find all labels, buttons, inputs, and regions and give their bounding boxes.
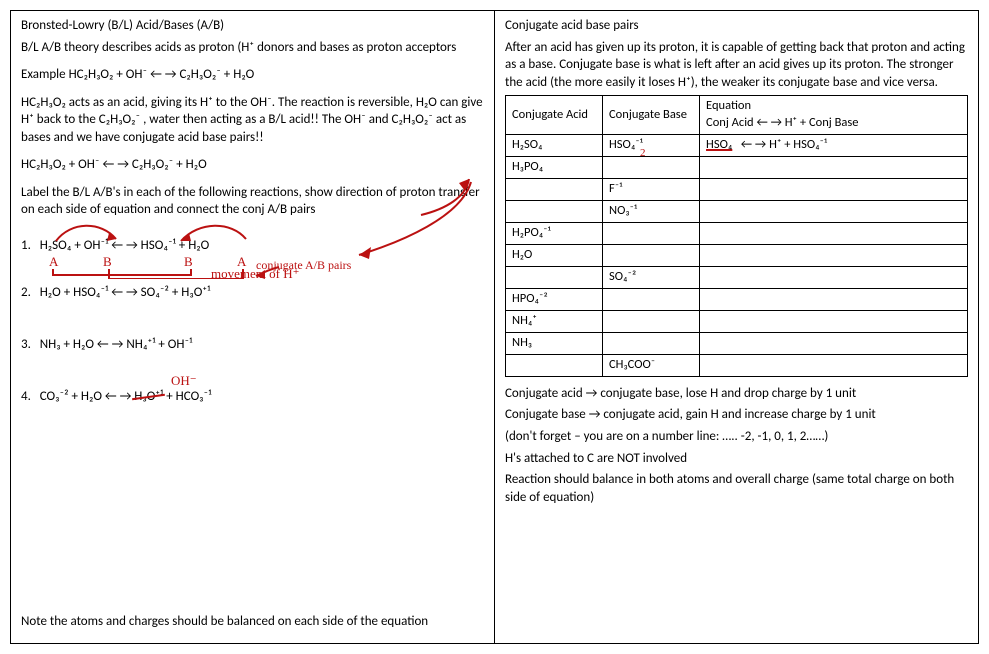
equation-item-4: 4. CO₃⁻² + H₂O ← → H₃O⁺¹ + HCO₃⁻¹ OH⁻ (21, 388, 484, 406)
equation-item-2: 2. H₂O + HSO₄⁻¹ ← → SO₄⁻² + H₃O⁺¹ (21, 284, 484, 302)
cell-acid (506, 178, 603, 200)
cell-acid (506, 354, 603, 376)
cell-base (603, 244, 700, 266)
table-body: H₂SO₄ HSO₄⁻¹ HSO₄ ← → H⁺ + HSO₄⁻¹ 2 H₃PO… (506, 134, 968, 376)
cell-acid: NH₃ (506, 332, 603, 354)
cell-eq (700, 354, 968, 376)
cell-base: SO₄⁻² (603, 266, 700, 288)
left-para2: HC₂H₃O₂ acts as an acid, giving its H⁺ t… (21, 94, 484, 147)
cell-base (603, 288, 700, 310)
cell-base: CH₃COO⁻ (603, 354, 700, 376)
conjugate-table: Conjugate Acid Conjugate Base Equation C… (505, 95, 968, 377)
cell-acid: H₂SO₄ (506, 134, 603, 156)
right-intro: After an acid has given up its proton, i… (505, 39, 968, 92)
label-A2: A (237, 253, 246, 271)
struck-h3o: H₃O⁺¹ (134, 389, 163, 404)
note-line: Conjugate acid → conjugate base, lose H … (505, 385, 968, 403)
th-equation: Equation Conj Acid ← → H⁺ + Conj Base (700, 96, 968, 135)
cell-eq (700, 156, 968, 178)
equation-item-1: 1. H₂SO₄ + OH⁻¹ ← → HSO₄⁻¹ + H₂O A B B A… (21, 237, 484, 255)
cell-base: NO₃⁻¹ (603, 200, 700, 222)
cell-eq (700, 178, 968, 200)
cell-eq (700, 332, 968, 354)
table-row: NH₃ (506, 332, 968, 354)
th-conj-base: Conjugate Base (603, 96, 700, 135)
cell-acid (506, 266, 603, 288)
cell-base: HSO₄⁻¹ (603, 134, 700, 156)
table-row: SO₄⁻² (506, 266, 968, 288)
table-row: H₂O (506, 244, 968, 266)
worksheet-page: Bronsted-Lowry (B/L) Acid/Bases (A/B) B/… (10, 10, 979, 644)
equation-item-3: 3. NH₃ + H₂O ← → NH₄⁺¹ + OH⁻¹ (21, 336, 484, 354)
cell-acid (506, 200, 603, 222)
label-conjpairs: conjugate A/B pairs (256, 259, 351, 272)
th-conj-acid: Conjugate Acid (506, 96, 603, 135)
eqtext: H₂SO₄ + OH⁻¹ ← → HSO₄⁻¹ + H₂O (40, 238, 210, 253)
cell-acid: H₂PO₄⁻¹ (506, 222, 603, 244)
example-eq: HC₂H₃O₂ + OH⁻ ← → C₂H₃O₂⁻ + H₂O (69, 67, 255, 82)
eqnum: 3. (21, 337, 31, 352)
right-heading: Conjugate acid base pairs (505, 17, 968, 35)
table-row: CH₃COO⁻ (506, 354, 968, 376)
hso4-underlined: HSO₄ (706, 137, 732, 152)
red-subscript-2: 2 (640, 146, 646, 161)
cell-eq (700, 266, 968, 288)
note-line: Reaction should balance in both atoms an… (505, 471, 968, 506)
example-prefix: Example (21, 67, 69, 82)
cell-eq (700, 222, 968, 244)
cell-base: F⁻¹ (603, 178, 700, 200)
label-B: B (103, 253, 112, 271)
table-row: NO₃⁻¹ (506, 200, 968, 222)
cell-base (603, 222, 700, 244)
cell-acid: H₂O (506, 244, 603, 266)
equation-list: 1. H₂SO₄ + OH⁻¹ ← → HSO₄⁻¹ + H₂O A B B A… (21, 237, 484, 405)
eqnum: 4. (21, 389, 31, 404)
label-B2: B (184, 253, 193, 271)
table-header-row: Conjugate Acid Conjugate Base Equation C… (506, 96, 968, 135)
cell-acid: HPO₄⁻² (506, 288, 603, 310)
table-row: HPO₄⁻² (506, 288, 968, 310)
cell-eq (700, 244, 968, 266)
eqnum: 1. (21, 238, 31, 253)
cell-base (603, 310, 700, 332)
eqnum: 2. (21, 285, 31, 300)
example-line: Example HC₂H₃O₂ + OH⁻ ← → C₂H₃O₂⁻ + H₂O (21, 66, 484, 84)
table-row: NH₄⁺ (506, 310, 968, 332)
note-line: H's attached to C are NOT involved (505, 450, 968, 468)
table-row: H₂PO₄⁻¹ (506, 222, 968, 244)
eqtext4: CO₃⁻² + H₂O ← → H₃O⁺¹ + HCO₃⁻¹ (40, 389, 212, 404)
th-eq-template: Conj Acid ← → H⁺ + Conj Base (706, 115, 858, 130)
eqtext: NH₃ + H₂O ← → NH₄⁺¹ + OH⁻¹ (40, 337, 193, 352)
left-intro: B/L A/B theory describes acids as proton… (21, 39, 484, 57)
cell-eq (700, 288, 968, 310)
eqtext: H₂O + HSO₄⁻¹ ← → SO₄⁻² + H₃O⁺¹ (40, 285, 211, 300)
table-row: H₃PO₄ (506, 156, 968, 178)
left-heading: Bronsted-Lowry (B/L) Acid/Bases (A/B) (21, 17, 484, 35)
left-footer: Note the atoms and charges should be bal… (21, 613, 484, 631)
cell-eq: HSO₄ ← → H⁺ + HSO₄⁻¹ 2 (700, 134, 968, 156)
cell-eq (700, 310, 968, 332)
left-eq2: HC₂H₃O₂ + OH⁻ ← → C₂H₃O₂⁻ + H₂O (21, 156, 484, 174)
cell-base (603, 332, 700, 354)
cell-acid: NH₄⁺ (506, 310, 603, 332)
left-instructions: Label the B/L A/B's in each of the follo… (21, 184, 484, 219)
left-column: Bronsted-Lowry (B/L) Acid/Bases (A/B) B/… (11, 11, 495, 643)
hand-oh: OH⁻ (171, 372, 197, 390)
note-line: Conjugate base → conjugate acid, gain H … (505, 406, 968, 424)
right-column: Conjugate acid base pairs After an acid … (495, 11, 978, 643)
table-row: H₂SO₄ HSO₄⁻¹ HSO₄ ← → H⁺ + HSO₄⁻¹ 2 (506, 134, 968, 156)
th-eq-label: Equation (706, 98, 751, 113)
table-row: F⁻¹ (506, 178, 968, 200)
label-A: A (49, 253, 58, 271)
cell-acid: H₃PO₄ (506, 156, 603, 178)
cell-base (603, 156, 700, 178)
cell-eq (700, 200, 968, 222)
note-line: (don't forget – you are on a number line… (505, 428, 968, 446)
